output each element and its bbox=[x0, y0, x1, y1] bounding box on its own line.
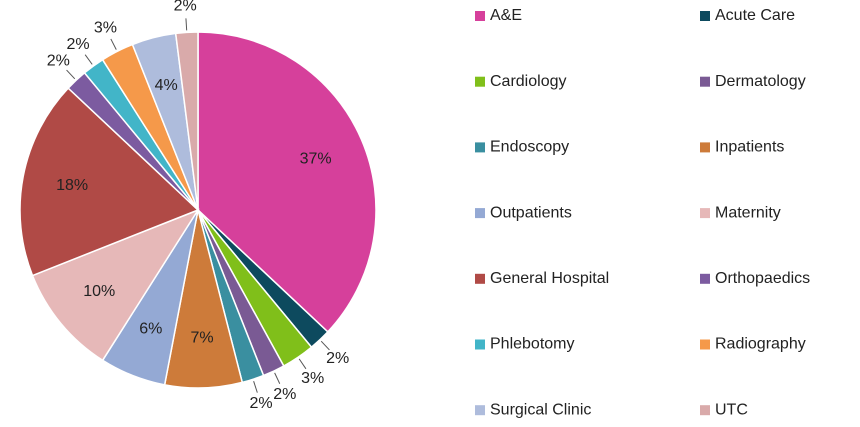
leader-line bbox=[110, 38, 117, 50]
data-label: 6% bbox=[139, 320, 162, 337]
legend-swatch bbox=[475, 273, 485, 284]
data-label: 3% bbox=[94, 19, 117, 36]
data-label: 37% bbox=[300, 150, 332, 167]
data-label: 4% bbox=[155, 77, 178, 94]
data-label: 10% bbox=[83, 283, 115, 300]
leader-line bbox=[298, 358, 307, 370]
legend-swatch bbox=[700, 76, 710, 87]
data-label: 7% bbox=[190, 329, 213, 346]
legend-label: General Hospital bbox=[490, 270, 609, 287]
data-label: 2% bbox=[47, 53, 70, 70]
legend-swatch bbox=[700, 208, 710, 219]
leader-line bbox=[185, 18, 188, 31]
leader-line bbox=[274, 372, 281, 384]
legend-label: Surgical Clinic bbox=[490, 401, 591, 418]
leader-line bbox=[66, 69, 76, 80]
leader-line bbox=[84, 54, 93, 65]
legend-label: Orthopaedics bbox=[715, 270, 810, 287]
legend-label: A&E bbox=[490, 7, 522, 24]
legend-label: Outpatients bbox=[490, 204, 572, 221]
pie-slice bbox=[197, 31, 377, 333]
legend-swatch bbox=[700, 142, 710, 153]
data-label: 18% bbox=[56, 177, 88, 194]
data-label: 3% bbox=[301, 370, 324, 387]
legend-label: Radiography bbox=[715, 336, 806, 353]
legend-swatch bbox=[700, 11, 710, 21]
pie-slice bbox=[19, 87, 200, 277]
legend-swatch bbox=[475, 208, 485, 219]
data-label: 2% bbox=[249, 395, 272, 412]
legend-swatch bbox=[700, 339, 710, 350]
data-label: 2% bbox=[273, 386, 296, 403]
legend-swatch bbox=[700, 273, 710, 284]
legend-label: Cardiology bbox=[490, 73, 566, 90]
legend-swatch bbox=[475, 76, 485, 87]
legend-swatch bbox=[475, 405, 485, 416]
legend-swatch bbox=[475, 11, 485, 21]
legend-label: Inpatients bbox=[715, 139, 784, 156]
legend-label: UTC bbox=[715, 401, 748, 418]
legend-label: Dermatology bbox=[715, 73, 806, 90]
data-label: 2% bbox=[326, 350, 349, 367]
legend-label: Maternity bbox=[715, 204, 781, 221]
legend-swatch bbox=[475, 142, 485, 153]
leader-line bbox=[253, 381, 258, 393]
leader-line bbox=[320, 340, 330, 351]
pie-slice bbox=[174, 31, 199, 211]
legend-label: Endoscopy bbox=[490, 139, 569, 156]
data-label: 2% bbox=[174, 0, 197, 15]
data-label: 2% bbox=[67, 36, 90, 53]
legend-label: Acute Care bbox=[715, 7, 795, 24]
legend-swatch bbox=[700, 405, 710, 416]
pie-slice bbox=[31, 208, 200, 362]
legend-label: Phlebotomy bbox=[490, 336, 575, 353]
legend-swatch bbox=[475, 339, 485, 350]
